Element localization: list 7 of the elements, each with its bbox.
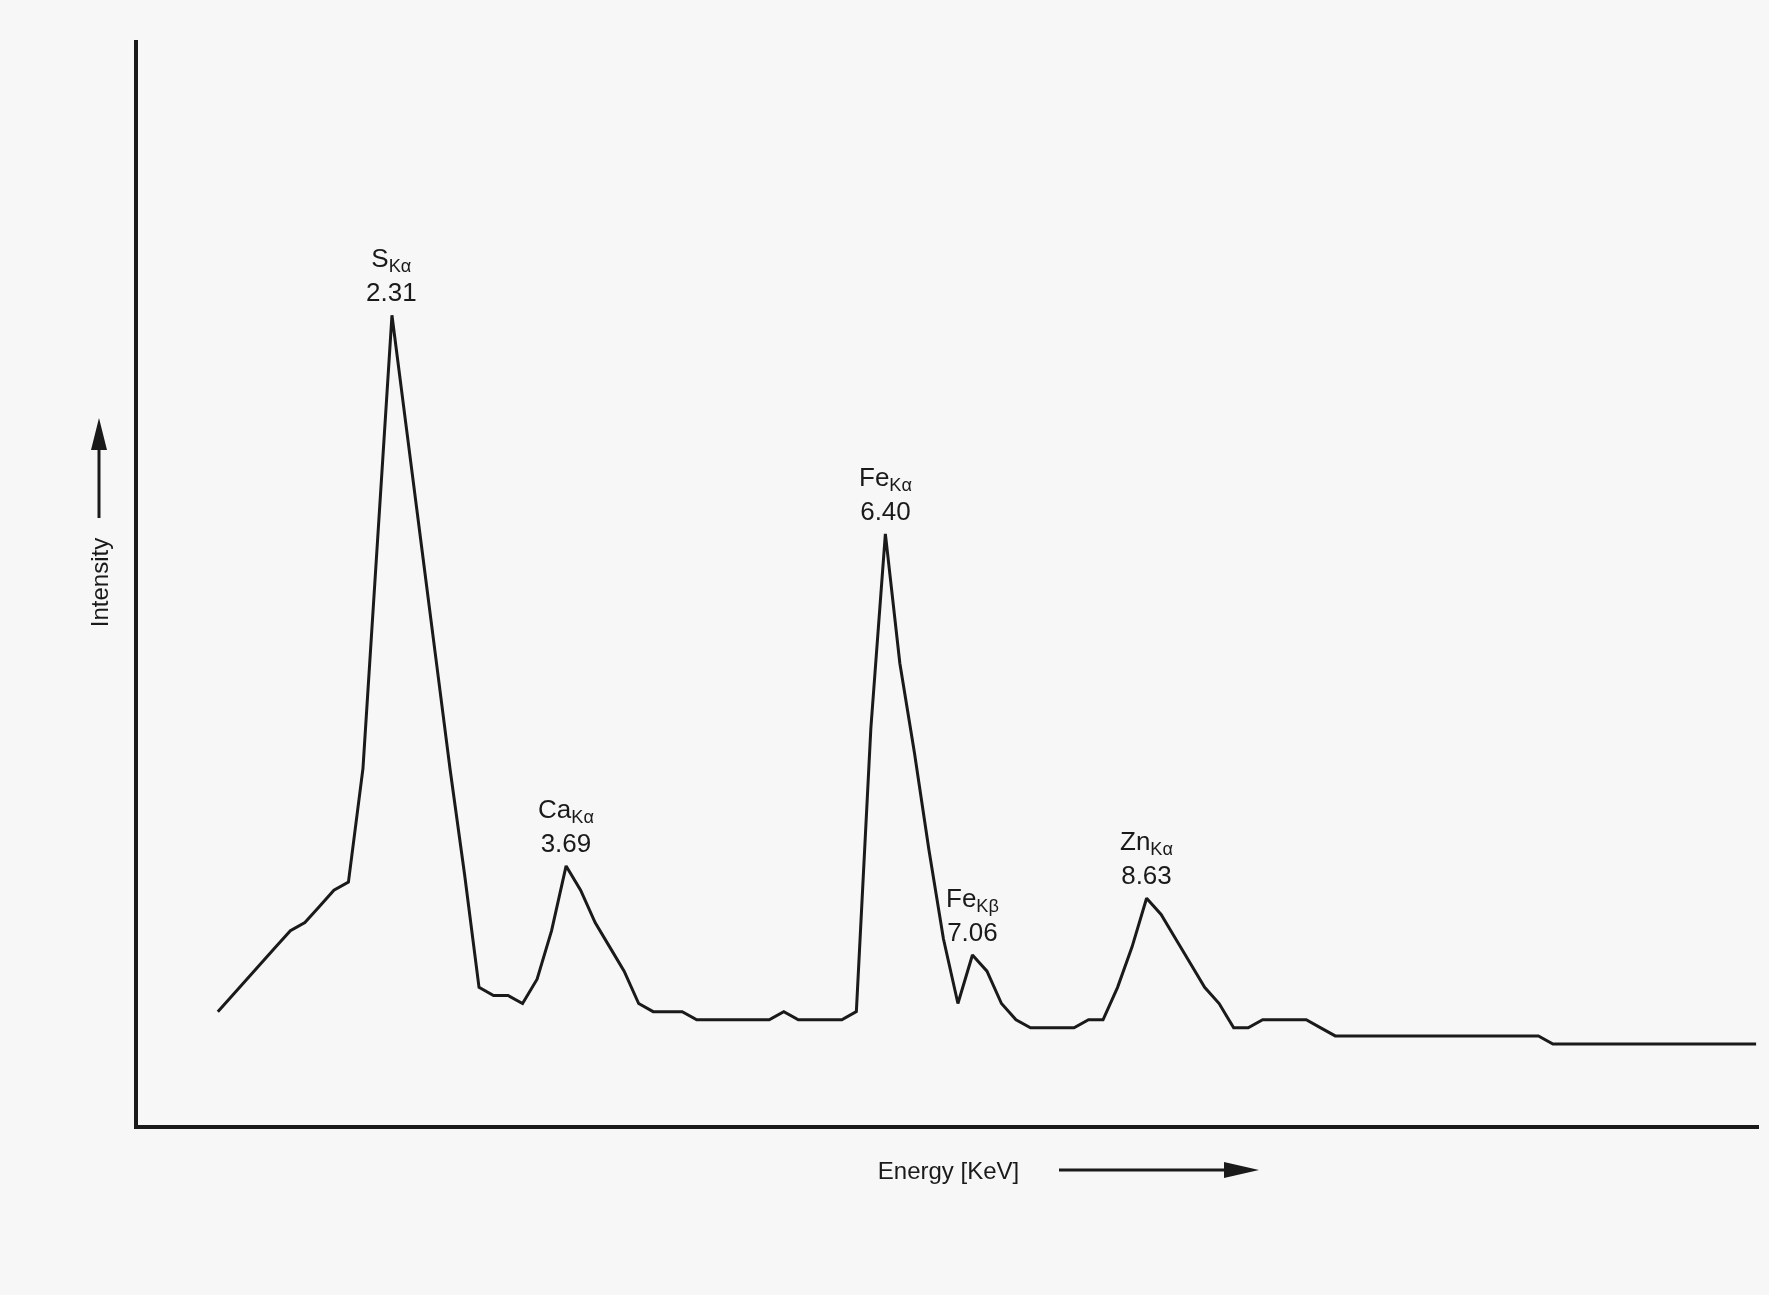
annotation: S$_{Kα}$ 2.31 bbox=[366, 243, 417, 307]
y-axis-title: Intensity bbox=[85, 537, 113, 628]
x-axis-title: Energy [KeV] bbox=[877, 1156, 1020, 1184]
annotation: Ca$_{Kα}$ 3.69 bbox=[538, 794, 594, 858]
annotation: Fe$_{Kβ}$ 7.06 bbox=[946, 883, 999, 947]
annotation: Zn$_{Kα}$ 8.63 bbox=[1120, 826, 1173, 890]
annotation: Fe$_{Kα}$ 6.40 bbox=[859, 462, 912, 526]
